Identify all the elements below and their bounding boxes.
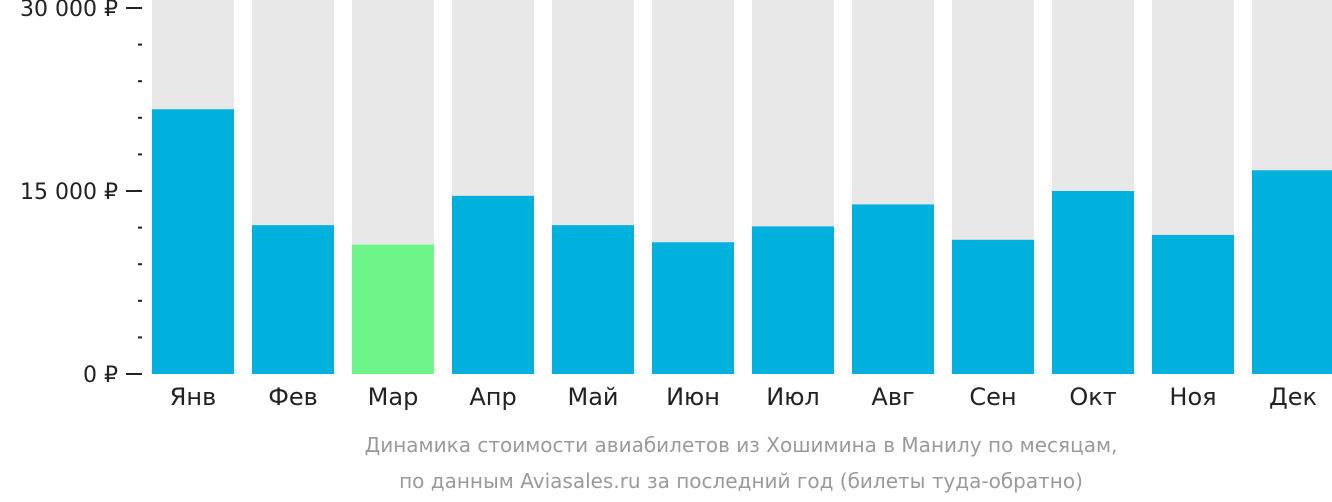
bar-10[interactable] <box>1052 191 1134 374</box>
bar-5[interactable] <box>552 225 634 374</box>
x-axis-labels: Янв Фев Мар Апр Май Июн Июл Авг Сен Окт Ноя Дек <box>170 383 1317 411</box>
bar-9[interactable] <box>952 239 1034 374</box>
x-tick-label: Июл <box>766 383 820 411</box>
x-tick-label: Авг <box>871 383 914 411</box>
x-tick-label: Июн <box>666 383 720 411</box>
x-tick-label: Апр <box>469 383 516 411</box>
bars <box>152 109 1332 374</box>
bar-3[interactable] <box>352 244 434 374</box>
caption-line-1: Динамика стоимости авиабилетов из Хошими… <box>365 433 1118 457</box>
x-tick-label: Дек <box>1269 383 1317 411</box>
bar-2[interactable] <box>252 225 334 374</box>
bar-7[interactable] <box>752 226 834 374</box>
y-tick-label: 0 ₽ <box>83 363 118 388</box>
x-tick-label: Сен <box>969 383 1016 411</box>
x-tick-label: Окт <box>1069 383 1116 411</box>
bar-8[interactable] <box>852 204 934 374</box>
x-tick-label: Мар <box>368 383 419 411</box>
bar-4[interactable] <box>452 195 534 374</box>
y-tick-label: 15 000 ₽ <box>20 180 118 205</box>
x-tick-label: Ноя <box>1169 383 1216 411</box>
y-axis: 0 ₽ 15 000 ₽ 30 000 ₽ <box>20 0 142 388</box>
x-tick-label: Май <box>567 383 618 411</box>
bar-6[interactable] <box>652 242 734 374</box>
bar-1[interactable] <box>152 109 234 374</box>
bar-12[interactable] <box>1252 170 1332 374</box>
caption-line-2: по данным Aviasales.ru за последний год … <box>399 469 1083 493</box>
y-tick-label: 30 000 ₽ <box>20 0 118 22</box>
x-tick-label: Янв <box>170 383 217 411</box>
x-tick-label: Фев <box>268 383 318 411</box>
chart-caption: Динамика стоимости авиабилетов из Хошими… <box>365 433 1118 493</box>
bar-11[interactable] <box>1152 234 1234 374</box>
